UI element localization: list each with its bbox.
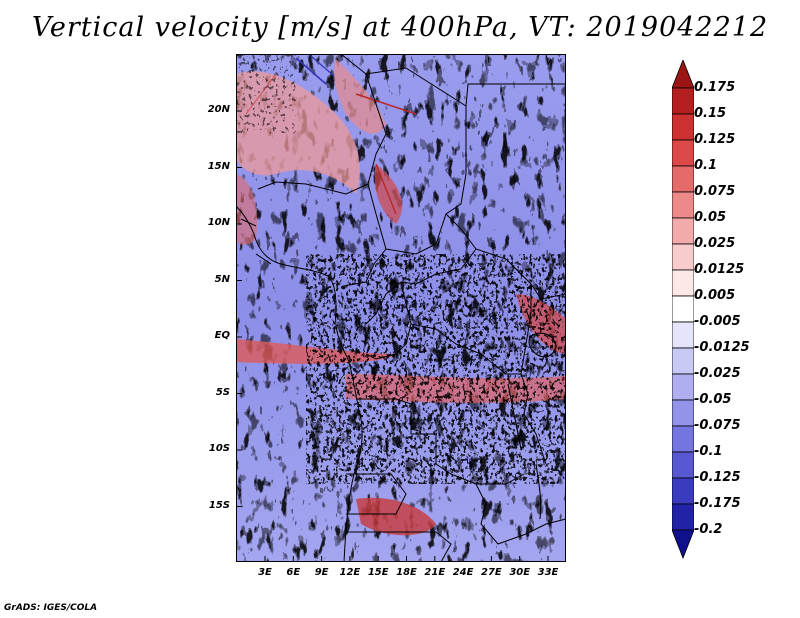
colorbar-segment [672, 87, 694, 115]
colorbar-segment [672, 321, 694, 349]
colorbar-level-label: -0.025 [694, 366, 741, 381]
grads-credit: GrADS: IGES/COLA [4, 603, 98, 613]
colorbar-segment [672, 451, 694, 479]
colorbar-segment [672, 191, 694, 219]
colorbar-level-label: 0.075 [694, 184, 736, 199]
lat-label-15n: 15N [207, 160, 230, 172]
colorbar-segment [672, 503, 694, 531]
colorbar-level-label: 0.0125 [694, 262, 745, 277]
map-frame [236, 54, 566, 562]
lake-victoria [528, 332, 557, 358]
lon-label-6e: 6E [286, 567, 301, 578]
lon-label-15e: 15E [367, 567, 389, 578]
coastlines-and-borders [236, 54, 566, 562]
map-panel [236, 54, 566, 562]
colorbar-level-label: -0.1 [694, 444, 723, 459]
lon-label-21e: 21E [424, 567, 446, 578]
colorbar-segment [672, 373, 694, 401]
colorbar-level-label: 0.15 [694, 106, 727, 121]
lat-label-10s: 10S [208, 443, 230, 454]
colorbar-segment [672, 399, 694, 427]
colorbar-segment [672, 529, 694, 560]
colorbar-segment [672, 139, 694, 167]
colorbar-segment [672, 113, 694, 141]
colorbar-segment [672, 60, 694, 89]
lat-label-20n: 20N [207, 104, 230, 115]
colorbar-segment [672, 165, 694, 193]
colorbar-level-label: 0.005 [694, 288, 736, 303]
colorbar-segment [672, 295, 694, 323]
west-african-coast [236, 205, 363, 562]
colorbar-level-label: -0.0125 [694, 340, 750, 355]
lon-label-3e: 3E [258, 567, 272, 578]
lake-albert [525, 308, 532, 325]
colorbar-level-label: 0.025 [694, 236, 736, 251]
colorbar-level-label: -0.075 [694, 418, 741, 433]
colorbar-level-label: -0.125 [694, 470, 741, 485]
colorbar-segment [672, 425, 694, 453]
lon-label-12e: 12E [339, 567, 361, 578]
lon-label-18e: 18E [396, 567, 417, 578]
vertical-velocity-map [236, 54, 566, 562]
lakes [507, 308, 557, 520]
colorbar-segment [672, 217, 694, 245]
colorbar-level-label: -0.175 [694, 496, 741, 511]
colorbar-level-label: 0.175 [694, 80, 736, 95]
colorbar-level-label: 0.125 [694, 132, 736, 147]
colorbar-level-label: -0.05 [694, 392, 732, 407]
lon-label-30e: 30E [509, 567, 531, 578]
lake-tanganyika [507, 383, 522, 450]
lat-label-5n: 5N [214, 273, 230, 285]
north-descent-speckle [236, 54, 296, 134]
colorbar-segment [672, 243, 694, 271]
lat-label-eq: EQ [214, 330, 230, 341]
axis-ticks [236, 110, 549, 562]
lake-malawi [535, 463, 542, 520]
lon-label-24e: 24E [452, 567, 474, 578]
colorbar-level-label: 0.05 [694, 210, 727, 225]
colorbar-level-label: 0.1 [694, 158, 718, 173]
lon-label-33e: 33E [537, 567, 559, 578]
lon-label-9e: 9E [314, 567, 329, 578]
map-title: Vertical velocity [m/s] at 400hPa, VT: 2… [31, 12, 769, 43]
lon-label-27e: 27E [481, 567, 502, 578]
colorbar-segment [672, 347, 694, 375]
colorbar [672, 60, 694, 560]
field-streaks [245, 55, 417, 215]
colorbar-segment [672, 477, 694, 505]
lat-label-10n: 10N [207, 217, 230, 228]
colorbar-level-label: -0.005 [694, 314, 741, 329]
colorbar-segment [672, 269, 694, 297]
colorbar-level-label: -0.2 [694, 522, 723, 537]
lat-label-5s: 5S [215, 386, 230, 398]
lat-label-15s: 15S [208, 499, 230, 511]
